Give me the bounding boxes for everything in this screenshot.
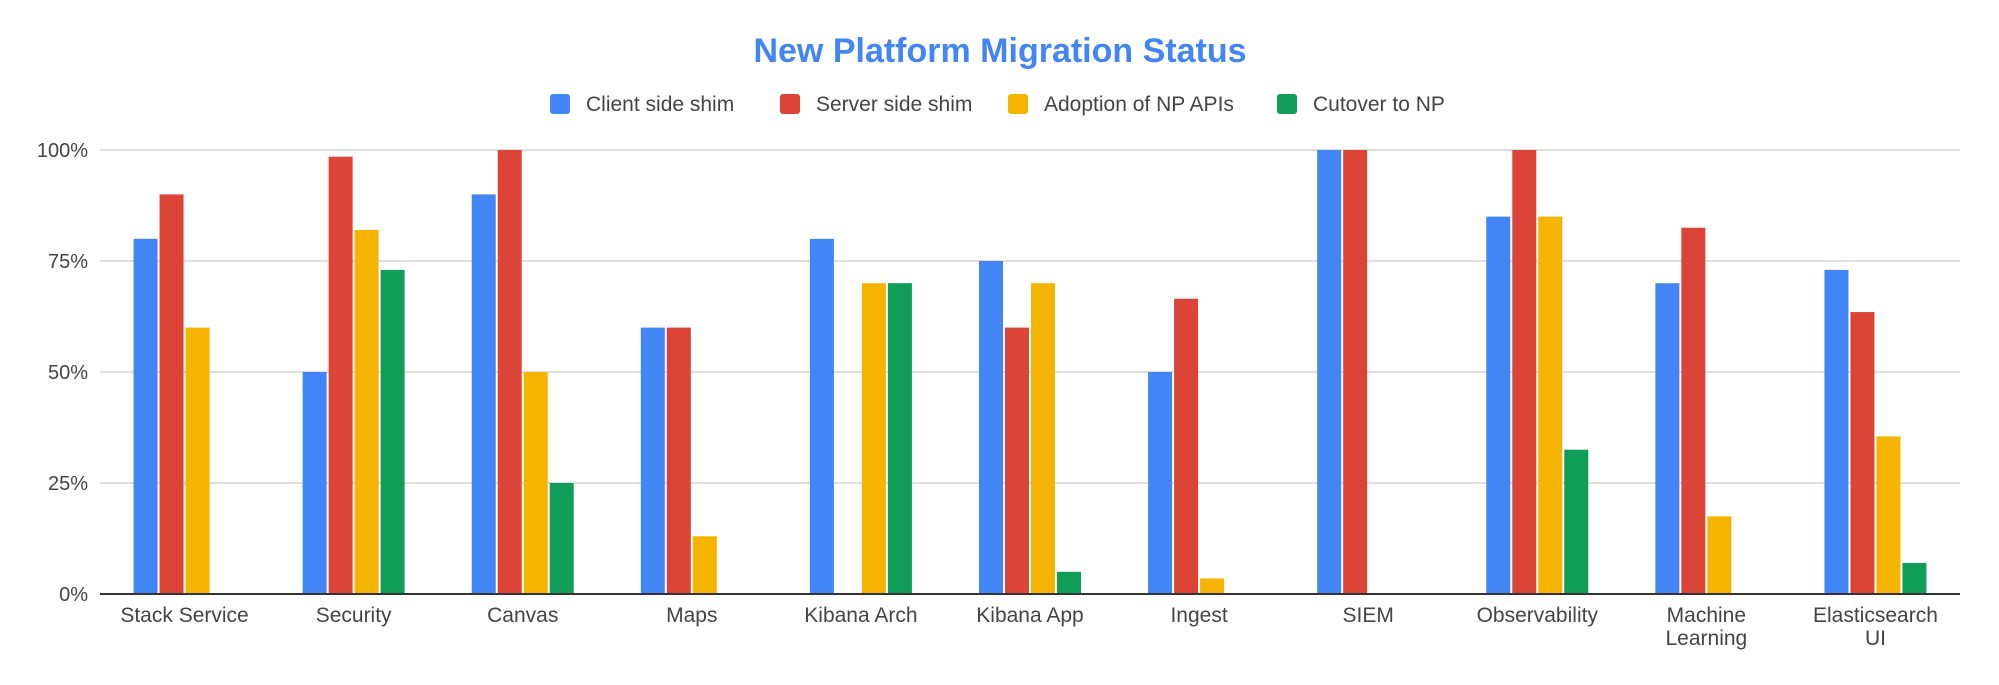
x-category-label: Kibana Arch: [804, 604, 917, 627]
bar-adoption-of-np-apis: [523, 372, 548, 594]
bar-server-side-shim: [666, 327, 691, 594]
y-tick-label: 0%: [59, 584, 88, 606]
legend-swatch: [1008, 94, 1028, 114]
legend-item: Cutover to NP: [1277, 93, 1445, 116]
x-category-label: UI: [1865, 627, 1886, 650]
bar-client-side-shim: [1148, 372, 1173, 594]
legend-label: Server side shim: [816, 93, 972, 116]
bar-client-side-shim: [1824, 269, 1849, 594]
x-category-label: Maps: [666, 604, 717, 627]
y-tick-label: 75%: [48, 251, 88, 273]
legend-swatch: [1277, 94, 1297, 114]
bar-client-side-shim: [809, 238, 834, 595]
legend-label: Client side shim: [586, 93, 734, 116]
bar-cutover-to-np: [887, 283, 912, 594]
bar-server-side-shim: [497, 150, 522, 594]
x-category-label: Observability: [1477, 604, 1599, 627]
chart-title: New Platform Migration Status: [753, 32, 1246, 70]
legend-swatch: [550, 94, 570, 114]
x-category-label: Stack Service: [120, 604, 248, 627]
legend-item: Adoption of NP APIs: [1008, 93, 1234, 116]
bar-client-side-shim: [1486, 216, 1511, 594]
y-axis-tick-labels: 0% 25% 50% 75% 100%: [37, 140, 88, 606]
legend-swatch: [780, 94, 800, 114]
x-axis-category-labels: Stack Service Security Canvas Maps Kibana Ar…: [120, 604, 1938, 650]
bar-adoption-of-np-apis: [1031, 283, 1055, 594]
bar-adoption-of-np-apis: [354, 229, 379, 595]
legend: Client side shim Server side shim Adoption…: [550, 93, 1445, 116]
bar-server-side-shim: [1850, 312, 1875, 594]
bar-server-side-shim: [1005, 327, 1029, 594]
x-category-label: Learning: [1665, 627, 1747, 650]
bar-adoption-of-np-apis: [1707, 516, 1732, 594]
x-category-label: Machine: [1667, 604, 1746, 627]
bar-cutover-to-np: [1564, 449, 1589, 594]
legend-item: Server side shim: [780, 93, 972, 116]
bar-server-side-shim: [1343, 150, 1368, 594]
bar-adoption-of-np-apis: [185, 327, 210, 594]
bar-client-side-shim: [1655, 283, 1680, 594]
bar-server-side-shim: [1174, 298, 1199, 594]
bar-client-side-shim: [302, 372, 327, 594]
bar-adoption-of-np-apis: [861, 283, 886, 594]
bar-cutover-to-np: [1057, 571, 1081, 594]
bar-client-side-shim: [1317, 150, 1342, 594]
x-category-label: SIEM: [1343, 604, 1394, 627]
bar-adoption-of-np-apis: [1200, 578, 1225, 594]
bar-server-side-shim: [159, 194, 184, 594]
bar-client-side-shim: [979, 261, 1003, 594]
x-category-label: Canvas: [487, 604, 558, 627]
bar-cutover-to-np: [380, 269, 405, 594]
x-category-label: Kibana App: [976, 604, 1083, 627]
x-category-label: Elasticsearch: [1813, 604, 1938, 627]
bar-adoption-of-np-apis: [1876, 436, 1901, 594]
legend-label: Adoption of NP APIs: [1044, 93, 1234, 116]
bar-client-side-shim: [471, 194, 496, 594]
bar-adoption-of-np-apis: [1538, 216, 1563, 594]
x-category-label: Security: [316, 604, 392, 627]
gridlines: [100, 149, 1960, 484]
bar-server-side-shim: [1512, 150, 1537, 594]
bar-cutover-to-np: [549, 483, 574, 594]
bar-adoption-of-np-apis: [692, 536, 717, 594]
bar-server-side-shim: [1681, 227, 1706, 594]
legend-item: Client side shim: [550, 93, 734, 116]
bar-server-side-shim: [328, 156, 353, 594]
x-category-label: Ingest: [1170, 604, 1227, 627]
y-tick-label: 100%: [37, 140, 88, 162]
legend-label: Cutover to NP: [1313, 93, 1445, 116]
y-tick-label: 25%: [48, 473, 88, 495]
bar-client-side-shim: [133, 238, 158, 595]
bars: [133, 150, 1927, 595]
bar-client-side-shim: [640, 327, 665, 594]
y-tick-label: 50%: [48, 362, 88, 384]
bar-cutover-to-np: [1902, 562, 1927, 594]
